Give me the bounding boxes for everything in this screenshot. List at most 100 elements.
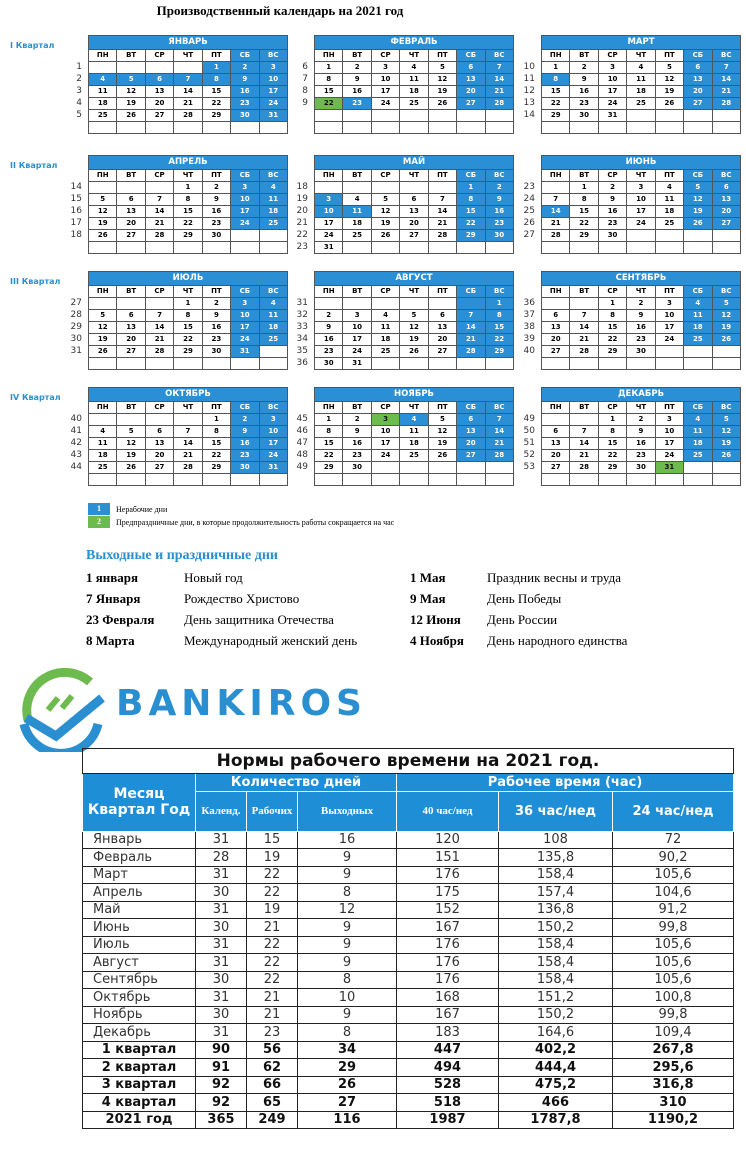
- table-cell: 30: [195, 1005, 247, 1024]
- day-cell: 13: [456, 73, 486, 86]
- table-row: 3 квартал 92 66 26 528 475,2 316,8: [82, 1075, 734, 1094]
- day-cell: [87, 181, 118, 194]
- day-cell: 24: [258, 449, 289, 462]
- day-cell: 21: [569, 449, 599, 462]
- table-cell: 176: [396, 970, 499, 989]
- day-cell: 29: [484, 345, 515, 358]
- weekday-header: ЧТ: [173, 401, 203, 414]
- row-label: Октябрь: [82, 988, 196, 1007]
- week-number: 43: [70, 450, 82, 460]
- day-cell: 1: [569, 181, 599, 194]
- day-cell: [540, 473, 571, 486]
- table-cell: 16: [297, 830, 397, 849]
- table-cell: 66: [246, 1075, 298, 1094]
- day-cell: 7: [173, 73, 203, 86]
- week-number: 42: [70, 438, 82, 448]
- day-cell: 22: [597, 449, 628, 462]
- day-cell: 18: [683, 437, 713, 450]
- day-cell: 5: [399, 309, 429, 322]
- day-cell: 2: [597, 181, 628, 194]
- table-cell: 22: [246, 953, 298, 972]
- table-cell: 158,4: [498, 970, 613, 989]
- day-cell: [370, 181, 401, 194]
- row-label: 3 квартал: [82, 1075, 196, 1094]
- day-cell: [427, 473, 458, 486]
- day-cell: [230, 121, 260, 134]
- row-label: Декабрь: [82, 1023, 196, 1042]
- day-cell: 23: [342, 449, 372, 462]
- day-cell: 8: [597, 309, 628, 322]
- weekday-header: ПТ: [654, 285, 685, 298]
- day-cell: [456, 109, 486, 122]
- table-cell: 157,4: [498, 883, 613, 902]
- day-cell: [540, 181, 571, 194]
- holiday-item: 1 Мая Праздник весны и труда: [410, 570, 621, 586]
- table-cell: 105,6: [612, 953, 734, 972]
- day-cell: 12: [399, 321, 429, 334]
- table-cell: 21: [246, 1005, 298, 1024]
- day-cell: 9: [201, 309, 232, 322]
- row-label: Ноябрь: [82, 1005, 196, 1024]
- table-cell: 34: [297, 1040, 397, 1059]
- weekday-header: СР: [370, 49, 401, 62]
- day-cell: 6: [456, 413, 486, 426]
- day-cell: 9: [597, 193, 628, 206]
- holiday-item: 7 Января Рождество Христово: [86, 591, 299, 607]
- day-cell: 30: [342, 461, 372, 474]
- week-number: 32: [296, 310, 308, 320]
- day-cell: 3: [597, 61, 628, 74]
- day-cell: 30: [626, 461, 656, 474]
- table-cell: 27: [297, 1093, 397, 1112]
- day-cell: 19: [427, 437, 458, 450]
- table-cell: 23: [246, 1023, 298, 1042]
- day-cell: 5: [87, 193, 118, 206]
- day-cell: 2: [201, 297, 232, 310]
- day-cell: [201, 357, 232, 370]
- day-cell: 7: [569, 425, 599, 438]
- row-label: Май: [82, 900, 196, 919]
- table-cell: 56: [246, 1040, 298, 1059]
- table-row: Февраль 28 19 9 151 135,8 90,2: [82, 848, 734, 867]
- table-row: Ноябрь 30 21 9 167 150,2 99,8: [82, 1005, 734, 1024]
- month-calendar: ДЕКАБРЬ ПН ВТ СР ЧТ ПТ СБ ВС 1 2 3 4 5 6 7 8 9 10 11 12 13 14…: [540, 387, 742, 486]
- day-cell: [626, 229, 656, 242]
- day-cell: 31: [313, 241, 344, 254]
- day-cell: 2: [626, 297, 656, 310]
- week-number: 10: [523, 62, 535, 72]
- table-cell: 151: [396, 848, 499, 867]
- table-cell: 1987: [396, 1110, 499, 1129]
- day-cell: 18: [370, 333, 401, 346]
- week-number: 51: [523, 438, 535, 448]
- weekday-header: ВТ: [569, 49, 599, 62]
- day-cell: 16: [230, 437, 260, 450]
- week-number: 13: [523, 98, 535, 108]
- day-cell: [569, 357, 599, 370]
- day-cell: 11: [399, 73, 429, 86]
- month-calendar: МАРТ ПН ВТ СР ЧТ ПТ СБ ВС 1 2 3 4 5 6 7 8 9 10 11 12 13 14 15 1…: [540, 35, 742, 134]
- weekday-header: СБ: [683, 49, 713, 62]
- day-cell: 10: [654, 425, 685, 438]
- weekday-header: ВТ: [116, 401, 146, 414]
- table-cell: 31: [195, 935, 247, 954]
- weekday-header: ПТ: [201, 401, 232, 414]
- table-cell: 494: [396, 1058, 499, 1077]
- table-cell: 402,2: [498, 1040, 613, 1059]
- day-cell: 20: [540, 333, 571, 346]
- day-cell: 5: [654, 61, 685, 74]
- legend-nonworking: 1 Нерабочие дни: [88, 503, 167, 515]
- table-cell: 528: [396, 1075, 499, 1094]
- table-cell: 135,8: [498, 848, 613, 867]
- day-cell: 4: [626, 61, 656, 74]
- day-cell: 4: [683, 297, 713, 310]
- weekday-header: ЧТ: [173, 49, 203, 62]
- day-cell: 22: [201, 449, 232, 462]
- day-cell: 24: [258, 97, 289, 110]
- holiday-name: День России: [487, 612, 558, 627]
- holiday-date: 1 Мая: [410, 570, 446, 585]
- day-cell: 12: [654, 73, 685, 86]
- day-cell: [626, 241, 656, 254]
- day-cell: 13: [144, 85, 175, 98]
- week-number: 31: [70, 346, 82, 356]
- weekday-header: ПТ: [201, 285, 232, 298]
- weekday-header: СБ: [230, 285, 260, 298]
